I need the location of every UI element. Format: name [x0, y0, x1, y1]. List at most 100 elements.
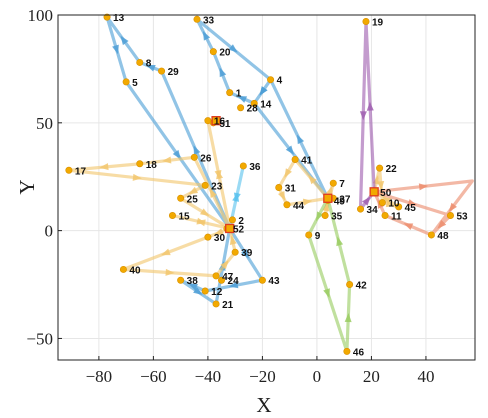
node-label: 41 [301, 155, 313, 166]
route-arrow [220, 260, 229, 270]
route-arrow [418, 183, 429, 191]
x-tick-label: −80 [86, 367, 113, 386]
customer-point [201, 181, 209, 189]
customer-point [343, 347, 351, 355]
route-arrow [209, 188, 217, 199]
node-labels: 1245789101112131415161718192021222324252… [75, 13, 468, 358]
customer-point [376, 164, 384, 172]
customer-point [357, 205, 365, 213]
x-tick-label: 40 [417, 367, 434, 386]
node-label: 45 [405, 203, 417, 214]
route-arrow [99, 163, 109, 171]
route-arrow [323, 288, 330, 298]
y-tick-label: 100 [28, 6, 54, 25]
y-tick-label: 0 [45, 222, 54, 241]
route-arrow [336, 236, 344, 247]
customer-point [346, 281, 354, 289]
route-arrow [172, 149, 181, 160]
route-arrow [241, 249, 249, 259]
x-tick-label: −20 [249, 367, 276, 386]
customer-point [65, 166, 73, 174]
node-label: 34 [367, 205, 379, 216]
customer-point [381, 212, 389, 220]
nodes [65, 13, 454, 355]
x-tick-label: 0 [313, 367, 322, 386]
customer-point [291, 155, 299, 163]
y-axis-ticks: −50 0 50 100 [26, 6, 62, 348]
node-label: 36 [249, 162, 261, 173]
route-arrow [325, 185, 333, 196]
node-label: 2 [238, 216, 244, 227]
node-label: 15 [178, 212, 190, 223]
node-label: 19 [372, 17, 384, 28]
node-label: 22 [386, 164, 398, 175]
customer-point [275, 184, 283, 192]
customer-point [239, 162, 247, 170]
node-label: 47 [222, 272, 234, 283]
customer-point [204, 233, 212, 241]
route-arrow [193, 145, 201, 155]
route-arrow [112, 44, 119, 55]
customer-point [209, 48, 217, 56]
depot-marker [225, 223, 235, 234]
y-axis-label: Y [15, 179, 39, 194]
customer-point [136, 58, 144, 66]
route-arrow [228, 44, 238, 53]
node-label: 16 [214, 117, 226, 128]
customer-point [168, 212, 176, 220]
route-arrow [146, 64, 156, 72]
route-arrow [188, 186, 199, 195]
node-label: 38 [187, 276, 199, 287]
route-arrow [228, 281, 239, 289]
node-label: 44 [293, 201, 305, 212]
route-arrow [448, 202, 458, 212]
x-axis-label: X [256, 393, 271, 417]
node-label: 1 [236, 89, 242, 100]
route-arrow [377, 181, 385, 191]
customer-point [177, 276, 185, 284]
customer-point [395, 203, 403, 211]
route-arrow [344, 313, 352, 323]
y-tick-label: 50 [36, 114, 53, 133]
route-arrow [229, 235, 237, 245]
node-label: 51 [219, 119, 231, 130]
customer-point [305, 231, 313, 239]
node-label: 29 [168, 67, 180, 78]
route-arrow [437, 219, 447, 229]
customer-point [226, 89, 234, 97]
node-label: 33 [203, 15, 215, 26]
node-label: 28 [247, 104, 259, 115]
node-label: 52 [233, 224, 245, 235]
route-arrow [382, 196, 392, 205]
node-label: 4 [277, 76, 283, 87]
customer-point [231, 248, 239, 256]
y-tick-label: −50 [26, 329, 53, 348]
customer-point [190, 153, 198, 161]
customer-point [193, 15, 201, 23]
node-label: 13 [113, 13, 125, 24]
customer-point [158, 67, 166, 75]
route-arrow [120, 35, 129, 46]
route-arrow [193, 286, 203, 295]
node-label: 9 [315, 231, 321, 242]
customer-point [212, 300, 220, 308]
node-label: 30 [214, 233, 226, 244]
customer-point [362, 17, 370, 25]
customer-point [212, 272, 220, 280]
node-label: 43 [268, 276, 280, 287]
customer-point [378, 199, 386, 207]
x-axis-ticks: −80 −60 −40 −20 0 20 40 [86, 356, 434, 386]
customer-point [258, 276, 266, 284]
customer-point [237, 104, 245, 112]
depots [211, 116, 379, 234]
customer-point [119, 265, 127, 273]
route-arrow [278, 190, 286, 201]
customer-point [103, 13, 111, 21]
route-arrow [199, 208, 210, 217]
x-tick-label: −60 [140, 367, 167, 386]
node-label: 5 [132, 78, 138, 89]
route-arrow [284, 168, 292, 178]
node-label: 40 [129, 265, 141, 276]
customer-point [218, 276, 226, 284]
